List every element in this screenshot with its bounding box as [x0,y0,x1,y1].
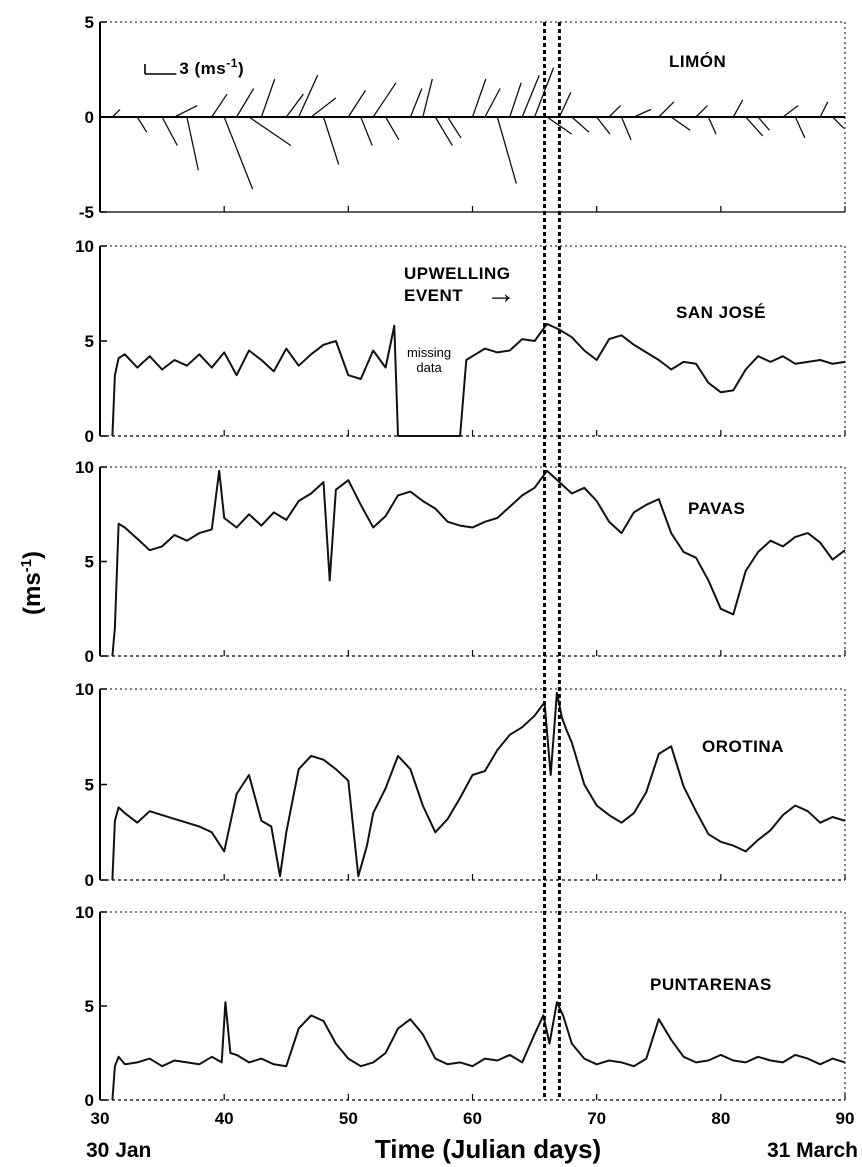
station-label: PAVAS [688,499,745,518]
y-tick-label: 10 [75,680,94,699]
x-tick-label: 30 [91,1109,110,1128]
wind-vector [385,116,400,141]
x-date-end-label: 31 March [767,1139,858,1162]
station-label: PUNTARENAS [650,975,772,994]
wind-vector [509,82,522,118]
y-tick-label: 0 [85,871,94,890]
y-tick-label: 5 [85,332,94,351]
x-axis-title: Time (Julian days) [375,1134,601,1164]
wind-vector [310,97,337,118]
wind-vector [546,116,573,135]
y-tick-label: 0 [85,647,94,666]
wind-vector [695,105,708,118]
wind-vector [447,116,462,139]
wind-vector [186,116,199,171]
wind-vector [658,101,675,118]
station-label: LIMÓN [669,52,726,71]
x-tick-label: 80 [711,1109,730,1128]
x-tick-label: 90 [836,1109,855,1128]
wind-vector [422,78,433,118]
x-date-start-label: 30 Jan [86,1139,151,1162]
y-tick-label: 10 [75,237,94,256]
y-tick-label: 5 [85,997,94,1016]
wind-vector [832,116,845,129]
x-tick-label: 50 [339,1109,358,1128]
wind-vector [174,105,198,118]
wind-vector [285,93,304,118]
wind-vector [360,116,373,146]
wind-vector [707,116,717,135]
wind-vector [409,88,423,118]
speed-series-line [111,1001,846,1101]
upwelling-band [543,22,561,1100]
y-tick-label: 0 [85,1091,94,1110]
wind-vector [596,116,611,135]
y-tick-label: 5 [85,13,94,32]
wind-vector [298,74,319,118]
speed-series-line [111,691,846,881]
y-tick-label: -5 [79,203,94,222]
wind-vector [161,116,178,146]
wind-vector [794,116,806,139]
wind-vector [620,116,632,141]
wind-vector [782,105,799,118]
speed-series-line [111,469,846,657]
y-axis-title: (ms-1) [18,551,46,615]
missing-data-label-line2: data [416,360,442,375]
wind-vector [347,90,366,118]
x-tick-label: 40 [215,1109,234,1128]
wind-vector [260,78,276,118]
event-label-line1: UPWELLING [404,264,511,283]
panel-3: 10 5 0 OROTINA [75,680,846,890]
wind-vector [521,74,540,118]
wind-vector [248,116,292,147]
y-tick-label: 10 [75,458,94,477]
wind-vector [111,108,121,118]
wind-vector [819,101,829,118]
station-label: SAN JOSÉ [676,303,766,322]
wind-vector [484,88,501,118]
wind-vector [745,116,764,137]
wind-vector [322,116,340,165]
wind-vector [757,116,770,131]
wind-vector [633,108,652,118]
x-tick-label: 60 [463,1109,482,1128]
speed-series-line [111,322,846,437]
wind-vector [372,82,397,118]
y-tick-label: 0 [85,108,94,127]
event-arrow: → [486,277,516,310]
scale-label: 3 (ms-1) [179,56,244,78]
event-label-line2: EVENT [404,286,463,305]
y-tick-label: 0 [85,427,94,446]
wind-vector [434,116,453,146]
wind-vector [571,116,590,133]
wind-vector [471,78,487,118]
panel-2: 10 5 0 PAVAS [75,458,846,666]
wind-vector [236,88,255,118]
panel-0: 5 0 -5 LIMÓN 3 (ms-1) [79,13,846,222]
wind-vector [732,99,744,118]
wind-vector [223,116,254,190]
wind-vector [496,116,517,184]
y-tick-label: 5 [85,776,94,795]
station-label: OROTINA [702,737,784,756]
wind-vector [136,116,148,133]
x-tick-label: 70 [587,1109,606,1128]
wind-vector [558,92,572,118]
wind-vector [608,105,621,118]
missing-data-label-line1: missing [407,345,451,360]
y-tick-label: 5 [85,553,94,572]
wind-vector [670,116,691,131]
wind-vector [211,93,228,118]
y-tick-label: 10 [75,903,94,922]
